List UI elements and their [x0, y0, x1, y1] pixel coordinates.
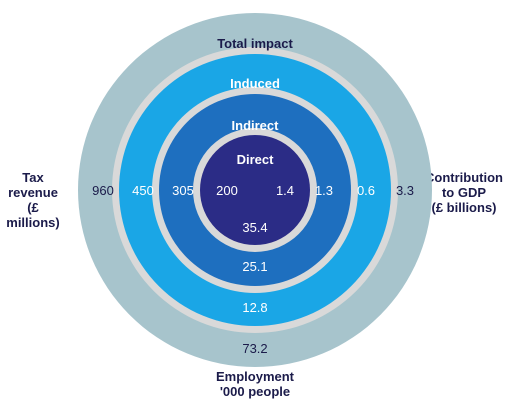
tax-total: 960 [92, 183, 114, 198]
employment-direct: 35.4 [242, 220, 267, 235]
ring-name-indirect: Indirect [232, 118, 280, 133]
gdp-total: 3.3 [396, 183, 414, 198]
employment-total: 73.2 [242, 341, 267, 356]
employment-induced: 12.8 [242, 300, 267, 315]
employment-indirect: 25.1 [242, 259, 267, 274]
gdp-indirect: 1.3 [315, 183, 333, 198]
employment-label: Employment '000 people [215, 369, 294, 399]
tax-direct: 200 [216, 183, 238, 198]
gdp-induced: 0.6 [357, 183, 375, 198]
tax-induced: 450 [132, 183, 154, 198]
ring-name-total: Total impact [217, 36, 293, 51]
ring-name-induced: Induced [230, 76, 280, 91]
ring-direct [200, 135, 310, 245]
ring-name-direct: Direct [237, 152, 275, 167]
gdp-direct: 1.4 [276, 183, 294, 198]
tax-indirect: 305 [172, 183, 194, 198]
contribution-to-gdp-label: Contribution to GDP (£ billions) [425, 170, 503, 215]
tax-revenue-label: Tax revenue (£ millions) [6, 170, 60, 230]
